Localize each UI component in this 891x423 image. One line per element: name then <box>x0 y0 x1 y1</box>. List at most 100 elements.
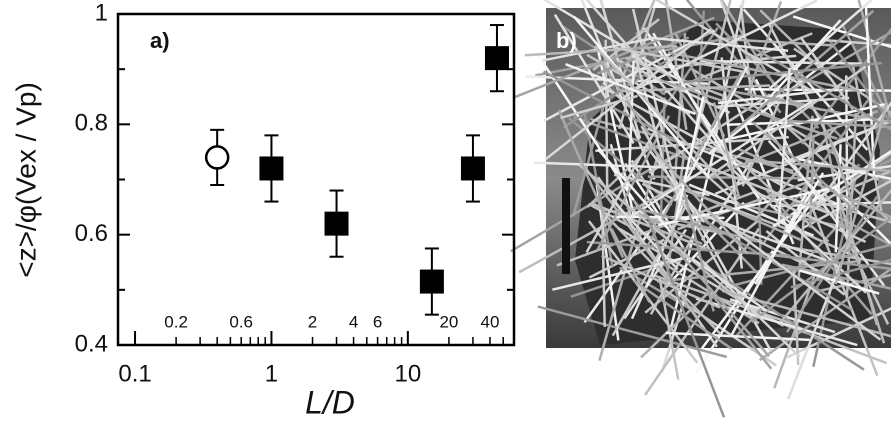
stick <box>712 102 741 197</box>
stick <box>845 112 858 300</box>
stick <box>696 162 831 215</box>
stick <box>680 186 803 242</box>
stick <box>628 54 636 172</box>
stick <box>790 258 891 289</box>
stick <box>537 305 728 359</box>
stick <box>798 157 891 181</box>
stick <box>596 148 670 230</box>
stick <box>749 45 891 132</box>
stick <box>544 28 712 161</box>
stick <box>726 164 867 294</box>
stick <box>595 184 620 341</box>
stick <box>585 120 662 254</box>
y-tick-label: 1 <box>95 0 108 26</box>
point <box>460 156 485 181</box>
y-axis-label: <z>/φ(Vex / Vp) <box>10 82 41 278</box>
stick <box>786 307 891 359</box>
stick <box>542 29 715 123</box>
stick <box>765 30 891 106</box>
stick <box>767 130 886 287</box>
stick <box>613 173 710 197</box>
stick <box>832 185 891 246</box>
stick <box>542 0 702 94</box>
stick <box>765 230 846 296</box>
stick <box>623 228 688 320</box>
x-axis-label: L/D <box>305 384 355 420</box>
stick <box>596 36 690 75</box>
stick <box>786 195 879 333</box>
point <box>324 211 349 236</box>
stick <box>799 36 855 111</box>
stick <box>730 193 808 336</box>
stick <box>614 46 745 74</box>
x-minor-tick-label: 2 <box>308 312 317 331</box>
stick <box>552 256 686 291</box>
stick <box>834 102 889 285</box>
stick <box>857 0 891 118</box>
stick <box>657 185 838 227</box>
stick <box>663 201 745 290</box>
stick <box>777 67 791 226</box>
y-tick-label: 0.6 <box>75 220 108 247</box>
stick <box>648 36 789 52</box>
stick <box>610 228 651 303</box>
stick <box>611 204 688 337</box>
photo: b) <box>510 0 891 418</box>
stick <box>593 45 738 198</box>
stick <box>759 192 867 244</box>
stick <box>604 39 609 195</box>
stick <box>583 111 614 267</box>
stick <box>717 96 850 108</box>
point <box>484 46 509 71</box>
stick <box>513 16 715 99</box>
stick <box>701 160 753 241</box>
stick <box>557 109 625 259</box>
stick <box>683 61 883 84</box>
stick <box>742 163 830 243</box>
x-minor-tick-label: 20 <box>439 312 458 331</box>
x-minor-tick-label: 0.6 <box>229 312 253 331</box>
point <box>204 145 230 170</box>
stick <box>560 94 638 120</box>
stick <box>771 118 891 129</box>
stick <box>644 74 838 140</box>
chart: a) L/D <z>/φ(Vex / Vp) 0.4 0.6 0.8 1 0.1 1 10 0… <box>10 0 516 420</box>
stick <box>744 159 891 173</box>
stick <box>573 115 693 162</box>
scale-bar <box>562 178 570 274</box>
y-tick-label: 0.8 <box>75 110 108 137</box>
panel-label: a) <box>150 28 170 53</box>
stick <box>797 164 891 182</box>
stick <box>674 96 705 221</box>
x-tick-label: 0.1 <box>118 360 151 387</box>
stick <box>753 127 837 222</box>
stick <box>711 293 773 370</box>
stick <box>654 0 815 94</box>
stick <box>652 273 795 326</box>
stick <box>754 172 825 285</box>
stick <box>701 84 809 107</box>
stick <box>815 273 891 293</box>
y-tick-label: 0.4 <box>75 330 108 357</box>
stick <box>601 254 721 309</box>
x-tick-label: 10 <box>395 360 422 387</box>
x-minor-tick-label: 0.2 <box>164 312 188 331</box>
stick <box>799 195 891 247</box>
stick <box>578 163 747 307</box>
stick <box>647 219 726 418</box>
stick <box>565 63 696 115</box>
stick <box>640 291 710 359</box>
x-tick-label: 1 <box>265 360 278 387</box>
stick <box>652 32 731 166</box>
panel-label: b) <box>556 28 577 53</box>
stick <box>658 276 680 380</box>
x-minor-tick-label: 4 <box>349 312 358 331</box>
stick <box>611 199 679 271</box>
stick <box>633 279 733 350</box>
stick <box>647 175 815 180</box>
stick <box>647 142 749 255</box>
stick <box>621 84 771 93</box>
stick <box>767 0 873 91</box>
